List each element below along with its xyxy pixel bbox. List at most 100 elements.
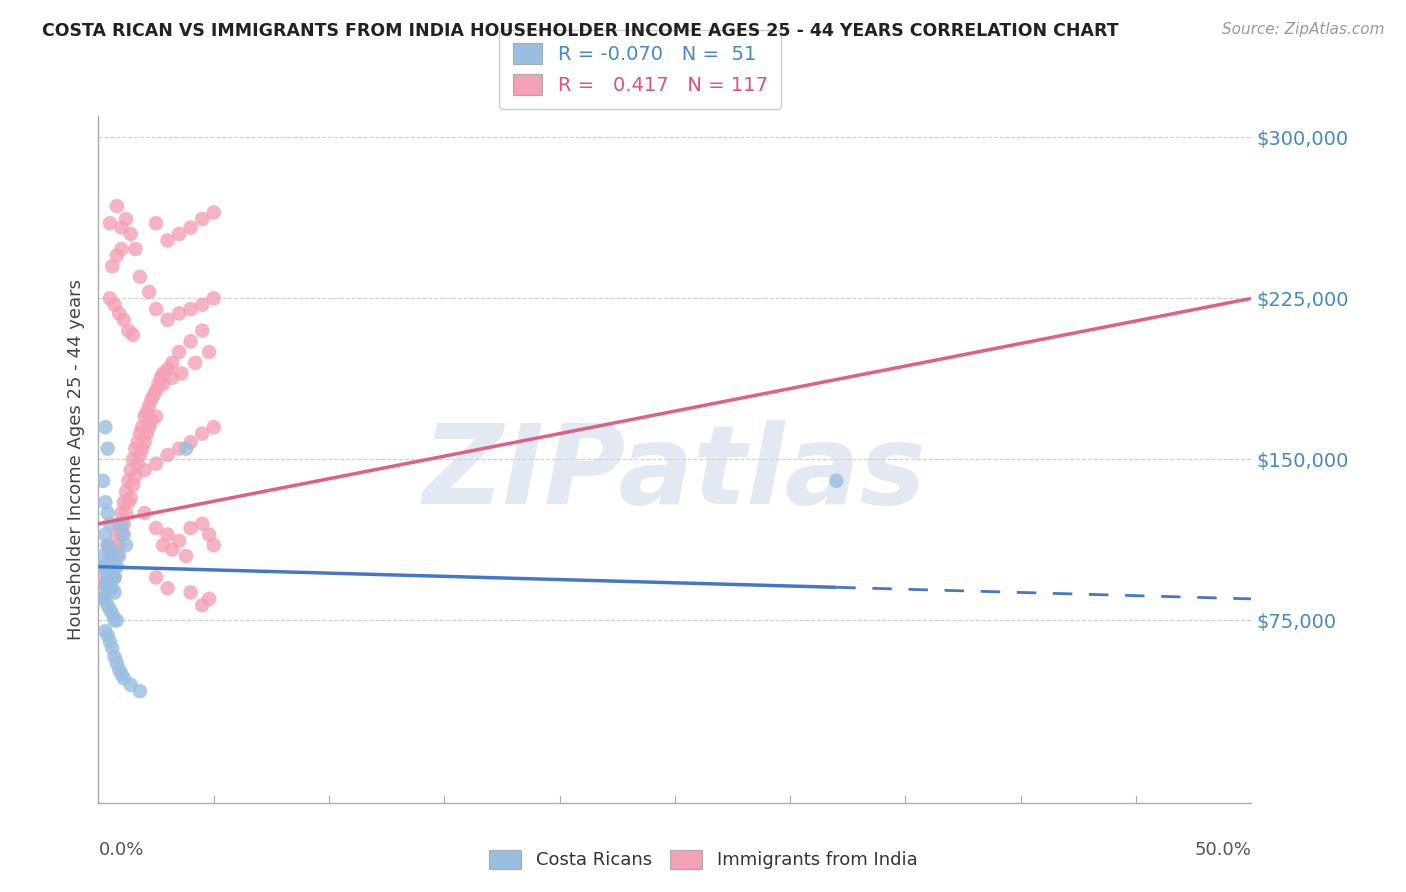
Point xyxy=(105,613,128,627)
Point xyxy=(145,302,167,317)
Point xyxy=(108,516,131,531)
Point xyxy=(191,212,214,227)
Point xyxy=(110,220,132,235)
Point xyxy=(112,313,135,327)
Point xyxy=(145,457,167,471)
Point xyxy=(94,495,117,509)
Point xyxy=(191,599,214,613)
Point xyxy=(94,591,117,606)
Point xyxy=(184,356,207,370)
Point xyxy=(145,570,167,584)
Point xyxy=(156,527,179,541)
Point xyxy=(91,570,114,584)
Point xyxy=(117,474,139,488)
Point xyxy=(103,542,125,557)
Point xyxy=(198,591,221,606)
Point xyxy=(129,684,152,698)
Point xyxy=(138,399,160,413)
Point xyxy=(105,527,128,541)
Point xyxy=(191,426,214,441)
Point xyxy=(198,345,221,359)
Point xyxy=(91,591,114,606)
Point xyxy=(131,442,153,456)
Point xyxy=(129,426,152,441)
Point xyxy=(101,259,124,273)
Text: 0.0%: 0.0% xyxy=(98,840,143,859)
Point xyxy=(94,420,117,434)
Point xyxy=(91,549,114,563)
Point xyxy=(112,495,135,509)
Point xyxy=(108,549,131,563)
Point xyxy=(202,292,225,306)
Point xyxy=(103,570,125,584)
Point xyxy=(101,564,124,578)
Point xyxy=(156,362,179,376)
Point xyxy=(110,506,132,520)
Point xyxy=(110,242,132,256)
Point xyxy=(180,334,202,349)
Point xyxy=(156,448,179,462)
Point xyxy=(115,538,138,552)
Point xyxy=(156,234,179,248)
Point xyxy=(103,559,125,574)
Point xyxy=(124,469,146,483)
Point xyxy=(94,577,117,591)
Point xyxy=(101,559,124,574)
Point xyxy=(180,302,202,317)
Point xyxy=(198,527,221,541)
Point xyxy=(167,227,190,241)
Point xyxy=(124,242,146,256)
Point xyxy=(101,549,124,563)
Point xyxy=(160,356,183,370)
Point xyxy=(108,538,131,552)
Point xyxy=(97,538,120,552)
Point xyxy=(122,452,145,467)
Point xyxy=(98,216,121,230)
Point xyxy=(141,414,163,428)
Point xyxy=(167,533,190,548)
Point xyxy=(127,457,149,471)
Point xyxy=(98,635,121,649)
Point xyxy=(142,388,165,402)
Text: Source: ZipAtlas.com: Source: ZipAtlas.com xyxy=(1222,22,1385,37)
Point xyxy=(98,292,121,306)
Point xyxy=(120,678,142,692)
Point xyxy=(134,506,156,520)
Point xyxy=(101,581,124,595)
Point xyxy=(115,212,138,227)
Point xyxy=(124,442,146,456)
Point xyxy=(152,538,174,552)
Point xyxy=(101,570,124,584)
Point xyxy=(103,649,125,664)
Point xyxy=(180,220,202,235)
Point xyxy=(120,491,142,505)
Point xyxy=(138,285,160,299)
Point xyxy=(145,384,167,398)
Point xyxy=(129,269,152,284)
Point xyxy=(97,599,120,613)
Point xyxy=(101,607,124,621)
Point xyxy=(105,199,128,213)
Point xyxy=(152,377,174,392)
Point xyxy=(105,248,128,262)
Point xyxy=(174,442,197,456)
Point xyxy=(110,527,132,541)
Point xyxy=(98,516,121,531)
Point xyxy=(135,405,157,419)
Point xyxy=(97,442,120,456)
Point xyxy=(97,581,120,595)
Legend: R = -0.070   N =  51, R =   0.417   N = 117: R = -0.070 N = 51, R = 0.417 N = 117 xyxy=(499,29,782,109)
Point xyxy=(115,506,138,520)
Point xyxy=(98,581,121,595)
Point xyxy=(97,628,120,642)
Text: ZIPatlas: ZIPatlas xyxy=(423,419,927,526)
Point xyxy=(131,420,153,434)
Y-axis label: Householder Income Ages 25 - 44 years: Householder Income Ages 25 - 44 years xyxy=(66,279,84,640)
Point xyxy=(91,474,114,488)
Point xyxy=(117,495,139,509)
Point xyxy=(145,216,167,230)
Point xyxy=(98,602,121,616)
Point xyxy=(148,377,170,392)
Point xyxy=(120,463,142,477)
Point xyxy=(156,313,179,327)
